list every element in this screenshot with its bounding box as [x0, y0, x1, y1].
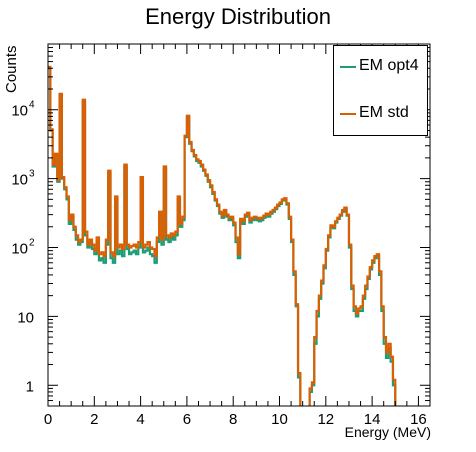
x-tick-label: 12 — [317, 411, 334, 428]
x-tick-label: 0 — [44, 411, 52, 428]
legend-swatch-em-std — [340, 113, 356, 115]
legend: EM opt4 EM std — [333, 45, 428, 136]
legend-entry-em-opt4: EM opt4 — [334, 56, 429, 78]
legend-swatch-em-opt4 — [340, 66, 356, 68]
y-tick-label: 10 — [11, 103, 28, 120]
y-axis-label: Counts — [3, 45, 20, 93]
x-tick-label: 14 — [364, 411, 381, 428]
y-tick-label-exponent: 3 — [29, 169, 35, 180]
y-tick-label: 10 — [11, 172, 28, 189]
y-tick-label-exponent: 2 — [29, 237, 35, 248]
x-tick-label: 16 — [410, 411, 427, 428]
legend-label-em-std: EM std — [359, 104, 409, 121]
x-axis-label: Energy (MeV) — [344, 424, 431, 440]
y-tick-label: 10 — [11, 240, 28, 257]
x-tick-label: 2 — [90, 411, 98, 428]
x-tick-label: 6 — [183, 411, 191, 428]
x-tick-label: 8 — [229, 411, 237, 428]
y-tick-label: 10 — [17, 309, 34, 326]
series-layer — [48, 65, 397, 406]
x-tick-label: 4 — [136, 411, 144, 428]
legend-entry-em-std: EM std — [334, 103, 429, 125]
chart-title: Energy Distribution — [145, 4, 331, 29]
y-tick-label: 1 — [26, 378, 34, 395]
series-line-em-std — [48, 65, 397, 406]
y-tick-label-exponent: 4 — [29, 100, 35, 111]
plot-frame — [47, 43, 431, 407]
legend-label-em-opt4: EM opt4 — [359, 57, 419, 74]
x-tick-label: 10 — [271, 411, 288, 428]
